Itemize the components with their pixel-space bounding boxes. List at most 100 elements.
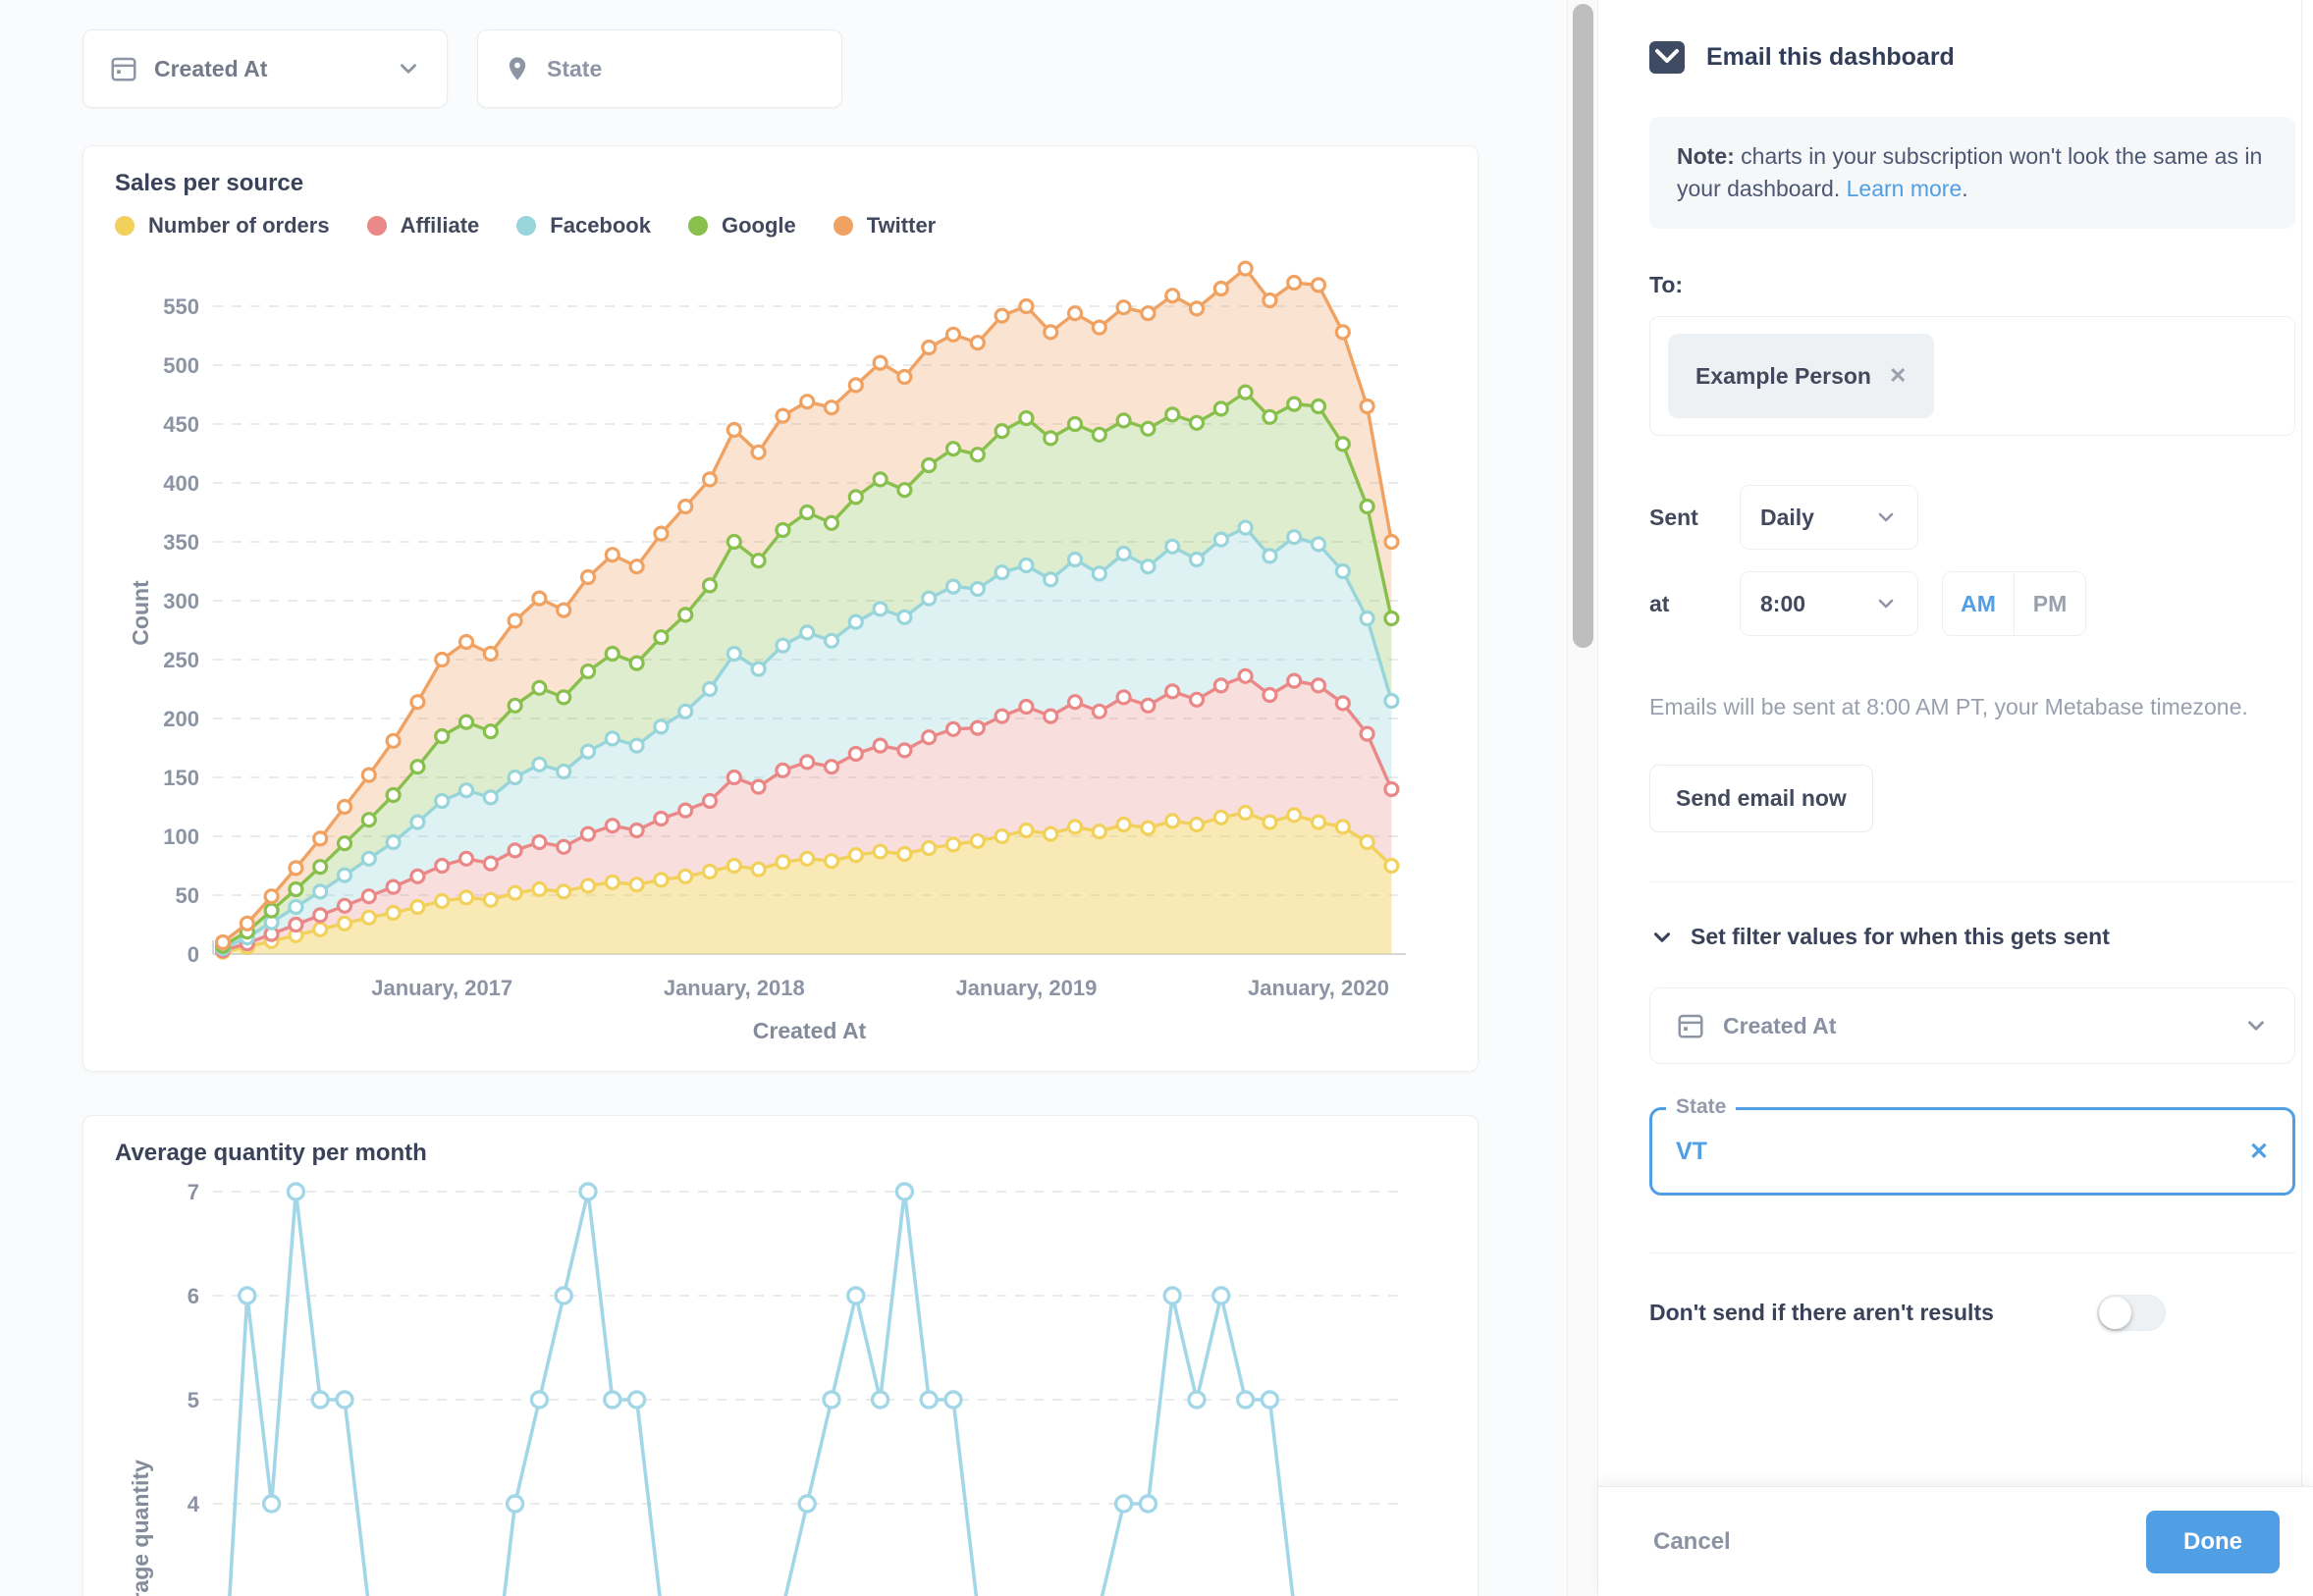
marker — [750, 778, 767, 795]
marker — [628, 559, 645, 575]
marker — [312, 830, 329, 847]
dashboard-scrollbar-track[interactable] — [1567, 0, 1598, 1596]
mail-icon — [1649, 41, 1685, 74]
legend-item[interactable]: Google — [687, 213, 796, 239]
marker — [1310, 677, 1327, 694]
y-axis-title: Count — [128, 580, 153, 646]
marker — [1188, 300, 1206, 317]
marker — [1262, 548, 1278, 564]
marker — [921, 729, 938, 746]
marker — [823, 632, 840, 649]
recipients-input[interactable]: Example Person ✕ — [1649, 316, 2295, 436]
marker — [531, 679, 548, 696]
state-filter-label: State — [1666, 1095, 1737, 1119]
legend-item[interactable]: Number of orders — [115, 213, 330, 239]
marker — [1286, 672, 1303, 689]
marker — [1237, 260, 1254, 277]
marker — [385, 833, 402, 851]
marker — [1140, 559, 1156, 575]
set-filter-values-toggle[interactable]: Set filter values for when this gets sen… — [1649, 924, 2295, 950]
marker — [360, 812, 377, 828]
marker — [1383, 610, 1400, 627]
meridiem-toggle: AM PM — [1942, 571, 2086, 636]
marker — [726, 533, 742, 551]
created-at-filter-select[interactable]: Created At — [1649, 987, 2295, 1064]
marker — [1091, 703, 1107, 719]
note-suffix: . — [1962, 176, 1968, 201]
marker — [312, 883, 329, 900]
marker — [750, 444, 767, 460]
marker — [872, 843, 888, 860]
toggle-knob — [2099, 1297, 2131, 1329]
x-tick-label: January, 2017 — [371, 976, 512, 1000]
marker — [1286, 396, 1303, 412]
marker — [1091, 319, 1107, 336]
marker — [994, 307, 1010, 324]
marker — [507, 842, 523, 859]
marker — [385, 904, 402, 922]
legend-item[interactable]: Facebook — [516, 213, 651, 239]
marker — [409, 898, 426, 916]
marker — [1286, 807, 1303, 824]
done-button[interactable]: Done — [2146, 1510, 2280, 1573]
marker — [604, 874, 620, 890]
send-email-now-button[interactable]: Send email now — [1649, 765, 1873, 832]
legend-item[interactable]: Twitter — [833, 213, 936, 239]
dashboard-scrollbar-thumb[interactable] — [1573, 4, 1593, 648]
learn-more-link[interactable]: Learn more — [1846, 176, 1963, 201]
marker — [896, 482, 913, 499]
dont-send-toggle[interactable] — [2097, 1295, 2166, 1331]
legend-item[interactable]: Affiliate — [366, 213, 479, 239]
marker — [1383, 533, 1400, 551]
marker — [1237, 804, 1254, 822]
legend-label: Number of orders — [148, 213, 330, 238]
remove-recipient-icon[interactable]: ✕ — [1888, 363, 1908, 388]
panel-footer: Cancel Done — [1598, 1486, 2313, 1596]
time-select[interactable]: 8:00 — [1740, 571, 1918, 636]
marker — [434, 651, 451, 668]
marker — [677, 703, 694, 719]
clear-state-filter-icon[interactable]: ✕ — [2248, 1138, 2269, 1165]
am-button[interactable]: AM — [1961, 590, 1996, 616]
state-filter-input[interactable]: State VT ✕ — [1649, 1095, 2295, 1196]
marker — [556, 883, 572, 900]
time-row: at 8:00 AM PM — [1649, 571, 2295, 636]
filter-created-at[interactable]: Created At — [82, 29, 448, 108]
marker — [823, 399, 840, 416]
area-Number of orders — [223, 813, 1392, 954]
marker — [628, 737, 645, 754]
marker — [409, 868, 426, 884]
marker — [1140, 697, 1156, 714]
marker — [1091, 824, 1107, 840]
marker — [1115, 299, 1132, 316]
marker — [1359, 833, 1375, 851]
marker — [409, 759, 426, 775]
marker — [994, 564, 1010, 581]
marker — [626, 1390, 647, 1410]
to-label: To: — [1649, 272, 1684, 297]
x-tick-label: January, 2018 — [664, 976, 805, 1000]
cancel-button[interactable]: Cancel — [1653, 1527, 1731, 1555]
filter-created-at-label: Created At — [154, 55, 268, 81]
marker — [1018, 409, 1035, 427]
marker — [847, 847, 864, 864]
y-tick-label: 350 — [163, 530, 199, 555]
marker — [385, 878, 402, 895]
marker — [872, 471, 888, 488]
marker — [1043, 708, 1059, 724]
y-tick-label: 400 — [163, 471, 199, 496]
divider — [1649, 1252, 2295, 1253]
marker — [434, 792, 451, 810]
note-prefix: Note: — [1677, 143, 1735, 169]
marker — [457, 633, 475, 651]
divider — [1649, 881, 2295, 882]
frequency-select[interactable]: Daily — [1740, 485, 1918, 550]
filter-state[interactable]: State — [477, 29, 842, 108]
dont-send-label: Don't send if there aren't results — [1649, 1300, 1994, 1325]
pm-button[interactable]: PM — [2032, 590, 2068, 616]
marker — [263, 902, 280, 919]
y-tick-label: 4 — [188, 1492, 200, 1516]
average-quantity-chart: 76543Average quantity — [128, 1180, 1406, 1596]
marker — [1164, 813, 1181, 829]
